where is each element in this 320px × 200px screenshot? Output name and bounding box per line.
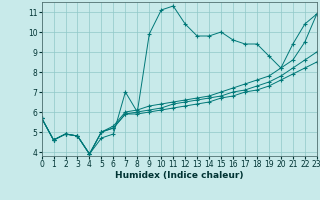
X-axis label: Humidex (Indice chaleur): Humidex (Indice chaleur) <box>115 171 244 180</box>
